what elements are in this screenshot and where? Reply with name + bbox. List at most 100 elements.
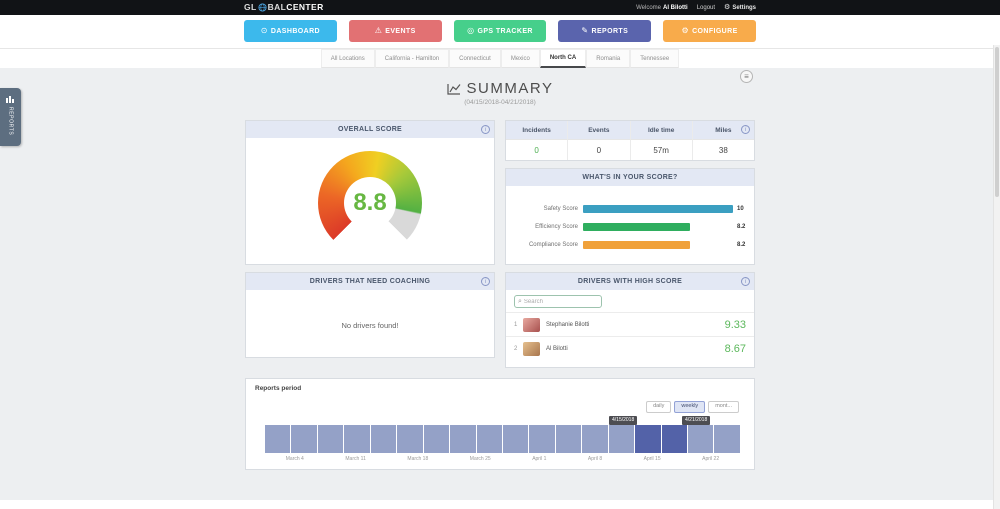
timeline-bar[interactable] xyxy=(344,425,370,453)
topbar: GL BAL CENTER Welcome Al Bilotti Logout ⚙ … xyxy=(0,0,1000,15)
card-header: WHAT'S IN YOUR SCORE? xyxy=(506,169,754,186)
axis-label: April 8 xyxy=(587,456,603,462)
range-monthly-button[interactable]: mont... xyxy=(708,401,739,413)
scrollbar-thumb[interactable] xyxy=(995,47,999,197)
logo-text-bal: BAL xyxy=(267,2,287,13)
card-title: OVERALL SCORE xyxy=(337,126,403,133)
overall-score-card: OVERALL SCORE i 8.8 xyxy=(245,120,495,265)
timeline-bar[interactable] xyxy=(582,425,608,453)
timeline-bar[interactable] xyxy=(450,425,476,453)
timeline-bar[interactable] xyxy=(423,425,450,453)
timeline-bar[interactable] xyxy=(370,425,397,453)
score-row-efficiency: Efficiency Score 8.2 xyxy=(514,218,746,236)
axis-label: April 22 xyxy=(702,456,720,462)
card-title: WHAT'S IN YOUR SCORE? xyxy=(582,174,678,181)
high-score-card: DRIVERS WITH HIGH SCORE i ⌕ 1 Stephanie … xyxy=(505,272,755,368)
settings-link[interactable]: ⚙ Settings xyxy=(724,4,756,11)
axis-label: March 4 xyxy=(285,456,304,462)
nav-dashboard-button[interactable]: ⊙ DASHBOARD xyxy=(244,20,337,42)
card-title: DRIVERS THAT NEED COACHING xyxy=(309,278,431,285)
score-bar xyxy=(583,223,690,231)
page-subtitle: (04/15/2018-04/21/2018) xyxy=(464,99,536,106)
timeline-bar[interactable] xyxy=(397,425,423,453)
timeline-bar[interactable] xyxy=(291,425,317,453)
driver-name: Stephanie Bilotti xyxy=(546,321,590,328)
axis-label: April 15 xyxy=(643,456,661,462)
vertical-scrollbar[interactable] xyxy=(993,45,1000,509)
axis-label: March 18 xyxy=(407,456,429,462)
score-breakdown-card: WHAT'S IN YOUR SCORE? Safety Score 10 Ef… xyxy=(505,168,755,265)
tab-california-hamilton[interactable]: California - Hamilton xyxy=(374,49,450,68)
timeline-bar[interactable] xyxy=(529,425,555,453)
pencil-icon: ✎ xyxy=(581,26,589,35)
tab-north-ca[interactable]: North CA xyxy=(539,49,587,68)
driver-search-box: ⌕ xyxy=(514,295,602,308)
timeline-bars xyxy=(265,425,740,453)
stats-value-miles: 38 xyxy=(691,139,754,160)
timeline-bar[interactable] xyxy=(661,425,687,453)
range-daily-button[interactable]: daily xyxy=(646,401,672,413)
timeline-bar[interactable] xyxy=(714,425,740,453)
globe-icon xyxy=(258,3,267,12)
reports-period-title: Reports period xyxy=(255,385,302,392)
gauge-hole: 8.8 xyxy=(344,177,396,229)
logo-text-center: CENTER xyxy=(286,2,324,13)
score-label: Safety Score xyxy=(543,206,578,212)
logout-link[interactable]: Logout xyxy=(696,4,716,11)
coaching-card: DRIVERS THAT NEED COACHING i No drivers … xyxy=(245,272,495,358)
driver-row[interactable]: 1 Stephanie Bilotti 9.33 xyxy=(506,312,754,336)
score-bar-track xyxy=(583,223,733,231)
stats-value-idle-time: 57m xyxy=(629,139,692,160)
tab-mexico[interactable]: Mexico xyxy=(500,49,540,68)
gear-icon: ⚙ xyxy=(724,4,731,11)
reports-side-flap[interactable]: REPORTS xyxy=(0,88,21,146)
score-bar xyxy=(583,241,690,249)
info-icon[interactable]: i xyxy=(481,277,490,286)
range-start-tooltip: 4/15/2018 xyxy=(609,416,638,425)
card-header: DRIVERS WITH HIGH SCORE i xyxy=(506,273,754,290)
range-weekly-button[interactable]: weekly xyxy=(674,401,706,413)
stats-header-idle-time: Idle time xyxy=(629,121,692,139)
timeline-bar[interactable] xyxy=(265,425,291,453)
overall-score-gauge: 8.8 xyxy=(318,151,422,255)
stats-value-events: 0 xyxy=(567,139,630,160)
nav-reports-button[interactable]: ✎ REPORTS xyxy=(558,20,652,42)
nav-label: GPS TRACKER xyxy=(477,27,533,35)
info-icon[interactable]: i xyxy=(481,125,490,134)
logo[interactable]: GL BAL CENTER xyxy=(244,3,324,12)
info-icon[interactable]: i xyxy=(741,277,750,286)
reports-period-card: Reports period daily weekly mont... 4/15… xyxy=(245,378,755,470)
tab-all-locations[interactable]: All Locations xyxy=(320,49,375,68)
card-title: DRIVERS WITH HIGH SCORE xyxy=(577,278,683,285)
tab-tennessee[interactable]: Tennessee xyxy=(630,49,680,68)
nav-configure-button[interactable]: ⚙ CONFIGURE xyxy=(663,20,756,42)
export-menu-button[interactable]: ≡ xyxy=(740,70,753,83)
score-row-safety: Safety Score 10 xyxy=(514,200,746,218)
timeline-bar[interactable] xyxy=(502,425,529,453)
settings-label: Settings xyxy=(732,4,756,11)
timeline-bar[interactable] xyxy=(608,425,635,453)
avatar xyxy=(523,341,540,356)
nav-events-button[interactable]: ⚠ EVENTS xyxy=(348,20,442,42)
nav-gps-tracker-button[interactable]: ◎ GPS TRACKER xyxy=(453,20,547,42)
score-bar-track xyxy=(583,205,733,213)
avatar xyxy=(523,317,540,332)
tab-romania[interactable]: Romania xyxy=(586,49,631,68)
timeline-bar[interactable] xyxy=(635,425,661,453)
timeline-bar[interactable] xyxy=(688,425,714,453)
tab-connecticut[interactable]: Connecticut xyxy=(449,49,501,68)
timeline-axis: March 4 March 11 March 18 March 25 April… xyxy=(265,456,740,462)
timeline-bar[interactable] xyxy=(476,425,502,453)
score-label: Efficiency Score xyxy=(535,224,578,230)
flap-label: REPORTS xyxy=(7,107,14,136)
configure-gear-icon: ⚙ xyxy=(681,26,690,35)
info-icon[interactable]: i xyxy=(741,125,750,134)
driver-rank: 2 xyxy=(514,345,518,352)
timeline-bar[interactable] xyxy=(555,425,582,453)
driver-row[interactable]: 2 Al Bilotti 8.67 xyxy=(506,336,754,360)
driver-search-input[interactable] xyxy=(523,298,598,305)
content-area: REPORTS SUMMARY (04/15/2018-04/21/2018) … xyxy=(0,68,1000,500)
driver-score: 9.33 xyxy=(724,318,746,331)
timeline-bar[interactable] xyxy=(317,425,344,453)
